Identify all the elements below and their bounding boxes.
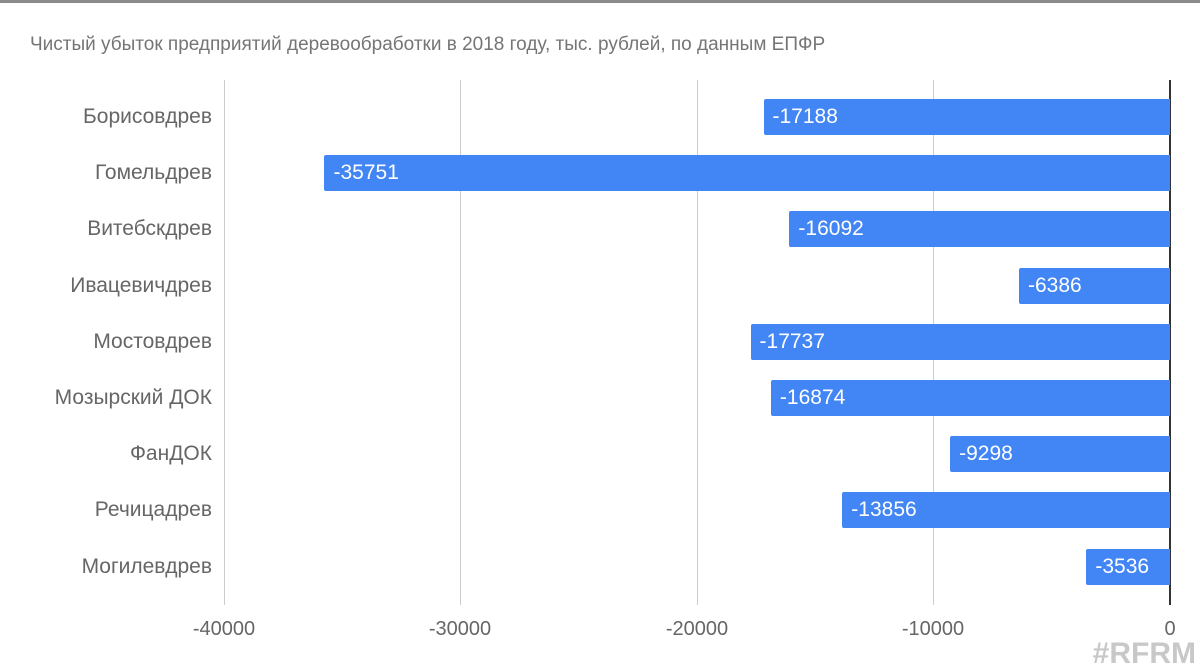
bar: -6386 xyxy=(1018,267,1170,304)
gridline xyxy=(224,80,225,605)
category-label: Речицадрев xyxy=(94,498,212,522)
gridline xyxy=(697,80,698,605)
bar-value-label: -9298 xyxy=(959,442,1013,466)
bar: -16874 xyxy=(770,380,1170,416)
watermark: #RFRM xyxy=(1092,637,1196,670)
category-label: Борисовдрев xyxy=(83,105,212,128)
bar-value-label: -3536 xyxy=(1095,554,1150,578)
bar: -9298 xyxy=(950,436,1170,473)
bar-value-label: -16874 xyxy=(779,386,846,409)
bar-value-label: -13856 xyxy=(851,498,917,522)
gridline xyxy=(460,80,461,605)
x-tick-label: -30000 xyxy=(428,618,492,640)
bar: -17188 xyxy=(763,99,1170,135)
zero-axis-line xyxy=(1169,80,1171,605)
x-tick-label: -20000 xyxy=(665,618,729,640)
category-label: Мозырский ДОК xyxy=(54,386,212,409)
category-label: Мостовдрев xyxy=(93,329,212,353)
chart-title: Чистый убыток предприятий деревообработк… xyxy=(30,34,826,55)
x-tick-label: -40000 xyxy=(192,618,256,640)
bar: -3536 xyxy=(1086,548,1170,585)
category-label: Витебскдрев xyxy=(87,217,212,241)
x-tick-label: 0 xyxy=(1164,618,1176,640)
bar: -13856 xyxy=(842,492,1170,529)
bar: -17737 xyxy=(750,323,1170,360)
bar-value-label: -16092 xyxy=(798,217,864,241)
bar-value-label: -17188 xyxy=(772,105,838,128)
bar-value-label: -35751 xyxy=(333,161,399,185)
x-tick-label: -10000 xyxy=(901,618,965,640)
category-label: Ивацевичдрев xyxy=(70,273,212,297)
bar-value-label: -6386 xyxy=(1027,273,1082,297)
category-label: Гомельдрев xyxy=(94,161,212,185)
category-label: ФанДОК xyxy=(129,442,212,466)
bar: -16092 xyxy=(789,211,1170,248)
bar-value-label: -17737 xyxy=(759,329,825,353)
bar: -35751 xyxy=(324,155,1170,192)
top-border xyxy=(0,0,1200,3)
category-label: Могилевдрев xyxy=(81,554,212,578)
